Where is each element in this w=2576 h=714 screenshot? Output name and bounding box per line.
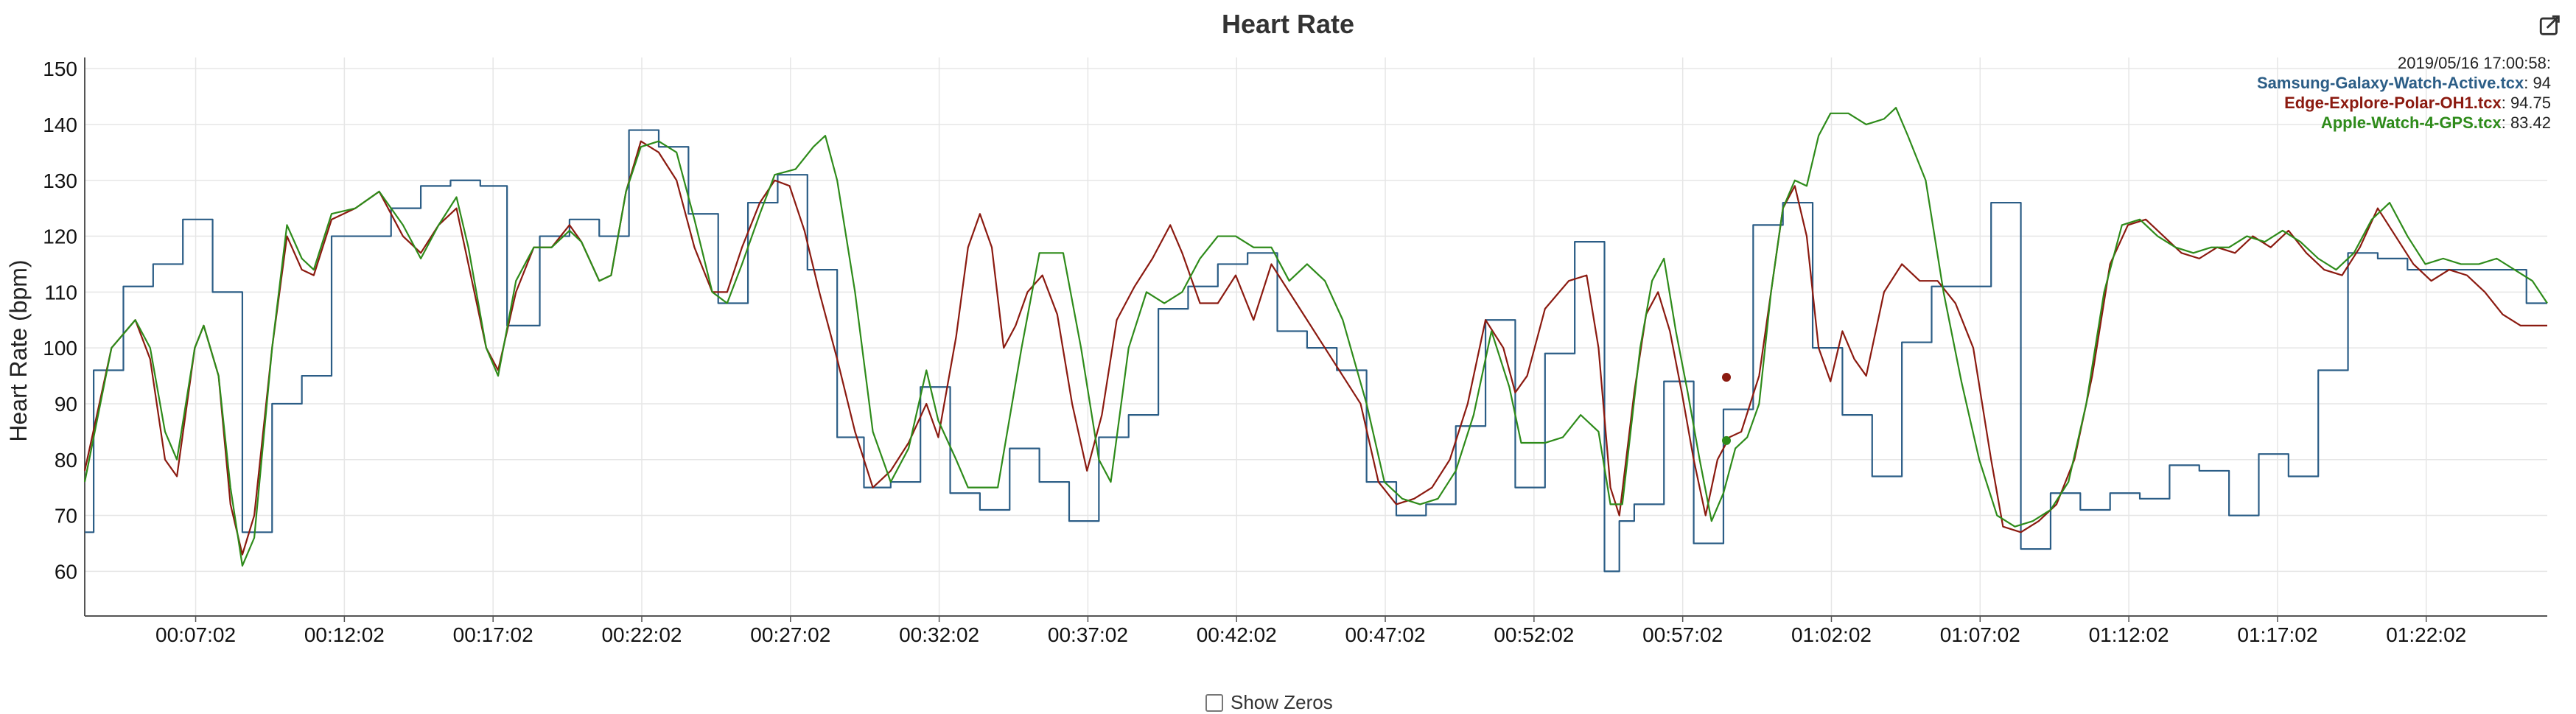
x-tick-label: 01:07:02 <box>1940 623 2020 646</box>
tooltip-series-name: Apple-Watch-4-GPS.tcx <box>2320 113 2502 132</box>
tooltip-series-value: 94.75 <box>2510 94 2551 112</box>
x-tick-label: 00:52:02 <box>1494 623 1574 646</box>
x-tick-label: 01:02:02 <box>1791 623 1872 646</box>
tooltip-series-name: Edge-Explore-Polar-OH1.tcx <box>2284 94 2502 112</box>
x-tick-label: 00:32:02 <box>899 623 979 646</box>
y-tick-label: 60 <box>55 560 77 583</box>
x-tick-label: 00:12:02 <box>304 623 385 646</box>
series-line-0 <box>85 129 2547 573</box>
x-tick-label: 01:17:02 <box>2237 623 2317 646</box>
y-axis-label: Heart Rate (bpm) <box>5 259 32 441</box>
hover-marker <box>1722 435 1731 445</box>
export-edit-icon[interactable] <box>2538 13 2563 38</box>
x-tick-label: 00:57:02 <box>1642 623 1723 646</box>
y-tick-label: 90 <box>55 393 77 416</box>
x-tick-label: 00:47:02 <box>1345 623 1426 646</box>
hover-marker <box>1722 372 1731 382</box>
tooltip-row: Samsung-Galaxy-Watch-Active.tcx: 94 <box>2256 74 2551 92</box>
x-tick-label: 01:22:02 <box>2386 623 2466 646</box>
x-tick-label: 01:12:02 <box>2089 623 2169 646</box>
y-tick-label: 100 <box>43 337 77 360</box>
tooltip-time: 2019/05/16 17:00:58: <box>2398 54 2551 72</box>
x-tick-label: 00:22:02 <box>601 623 682 646</box>
y-tick-label: 130 <box>43 169 77 192</box>
tooltip-row: Edge-Explore-Polar-OH1.tcx: 94.75 <box>2284 94 2551 112</box>
tooltip-series-value: 83.42 <box>2510 113 2551 132</box>
x-tick-label: 00:42:02 <box>1197 623 1277 646</box>
y-tick-label: 150 <box>43 57 77 80</box>
x-tick-label: 00:07:02 <box>155 623 236 646</box>
series-group <box>83 107 2548 573</box>
tooltip-series-name: Samsung-Galaxy-Watch-Active.tcx <box>2256 74 2524 92</box>
grid-lines <box>85 57 2547 616</box>
y-tick-label: 110 <box>44 281 77 304</box>
tooltip-row: Apple-Watch-4-GPS.tcx: 83.42 <box>2320 113 2551 132</box>
y-tick-label: 120 <box>43 225 77 248</box>
y-tick-label: 80 <box>55 449 77 472</box>
series-line-2 <box>83 107 2548 567</box>
tooltip-series-value: 94 <box>2533 74 2551 92</box>
hover-tooltip: 2019/05/16 17:00:58: Samsung-Galaxy-Watc… <box>2257 53 2551 133</box>
x-tick-label: 00:27:02 <box>750 623 830 646</box>
x-tick-label: 00:37:02 <box>1048 623 1128 646</box>
x-tick-label: 00:17:02 <box>453 623 533 646</box>
axes: 60 70 80 90 100 110 120 130 140 150 00:07:02 00:12:… <box>43 57 2547 646</box>
hover-markers <box>1722 372 1731 445</box>
y-tick-label: 70 <box>55 505 77 528</box>
chart-title: Heart Rate <box>1221 9 1355 39</box>
y-tick-label: 140 <box>43 113 77 136</box>
